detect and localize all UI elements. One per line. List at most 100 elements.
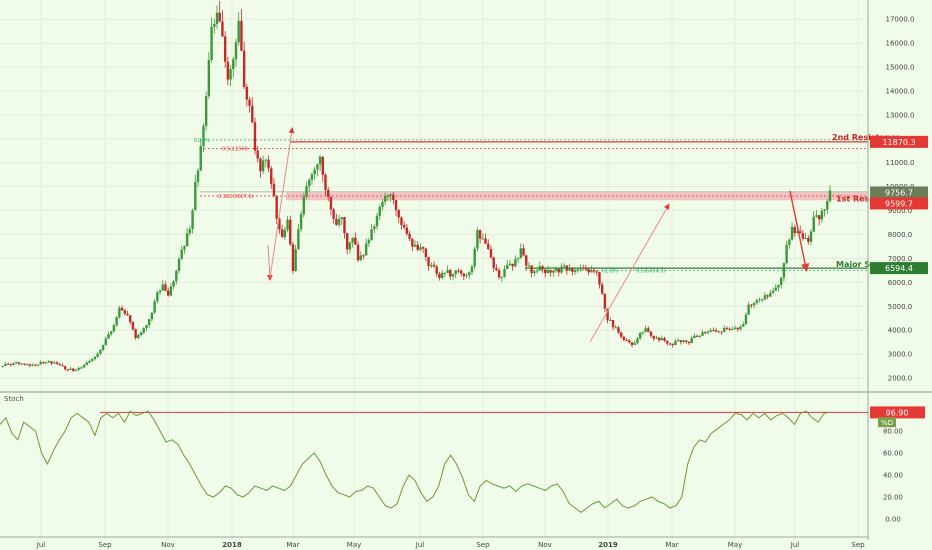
candle-body xyxy=(522,248,525,256)
candle-body xyxy=(199,146,202,171)
candle-body xyxy=(563,265,566,267)
candle-body xyxy=(278,218,281,230)
price-axis[interactable]: 2000.0 3000.0 4000.0 5000.0 6000.0 7000.0 8000… xyxy=(867,0,928,540)
candle-body xyxy=(592,270,596,272)
stoch-value: 96.90 xyxy=(886,408,909,417)
candle-body xyxy=(77,368,80,371)
candle-body xyxy=(392,194,395,201)
candle-body xyxy=(188,229,192,234)
candle-body xyxy=(267,159,270,169)
level-major-support-value: 6594.4 xyxy=(885,264,913,273)
candle-body xyxy=(828,190,832,201)
candle-body xyxy=(641,332,645,334)
level-close-tag xyxy=(870,197,928,210)
candle-body xyxy=(609,319,612,321)
fib-label: 0.382(9607.6) xyxy=(218,194,254,200)
stoch-legend: %D xyxy=(881,419,893,427)
candle-body xyxy=(375,215,379,227)
candle-body xyxy=(17,362,21,364)
candle-body xyxy=(511,263,514,267)
level-lines xyxy=(200,139,868,271)
candle-body xyxy=(674,340,677,345)
candle-body xyxy=(183,246,186,250)
candle-body xyxy=(557,268,560,273)
time-tick-label: 2018 xyxy=(222,541,242,549)
candle-body xyxy=(736,327,739,330)
candle-body xyxy=(603,293,607,309)
price-tick-label: 13000.0 xyxy=(886,111,915,119)
candle-body xyxy=(774,287,777,291)
candle-body xyxy=(826,200,829,210)
candle-body xyxy=(370,229,373,241)
candle-body xyxy=(693,335,696,339)
candle-body xyxy=(177,258,181,271)
candle-body xyxy=(633,343,636,345)
price-tick-label: 4000.0 xyxy=(888,327,913,335)
candle-body xyxy=(118,307,121,318)
candle-body xyxy=(47,361,51,363)
candle-body xyxy=(213,23,216,27)
candle-body xyxy=(698,335,702,337)
candle-body xyxy=(527,265,531,267)
candle-body xyxy=(790,227,794,240)
fib-label: 61.8% xyxy=(194,138,210,144)
candle-body xyxy=(234,42,238,60)
candle-body xyxy=(175,270,178,282)
candle-body xyxy=(435,266,438,274)
candle-body xyxy=(335,218,338,225)
candle-body xyxy=(61,365,64,367)
candle-body xyxy=(600,284,604,294)
stoch-indicator-name[interactable]: Stoch xyxy=(4,395,24,403)
candle-body xyxy=(535,270,539,272)
candle-body xyxy=(590,270,593,273)
candle-body xyxy=(619,332,623,337)
price-tick-label: 3000.0 xyxy=(888,351,913,359)
stoch-tick-label: 60.00 xyxy=(883,450,903,458)
candle-body xyxy=(432,264,436,267)
candle-body xyxy=(251,105,254,123)
candle-body xyxy=(581,267,585,269)
candle-body xyxy=(430,264,433,267)
candle-body xyxy=(101,345,105,350)
price-tick-label: 2000.0 xyxy=(888,375,913,383)
time-axis[interactable]: Jul Sep Nov 2018 Mar May Jul Sep Nov 2019 Mar May Ju… xyxy=(0,536,868,549)
stoch-axis[interactable]: 0.00 20.00 40.00 60.00 80.00 96.90 %D xyxy=(870,406,925,524)
price-candles xyxy=(1,0,832,373)
candle-body xyxy=(685,340,688,342)
candle-body xyxy=(611,319,615,328)
candle-body xyxy=(468,272,471,276)
candle-body xyxy=(147,319,151,326)
candle-body xyxy=(289,219,292,245)
candle-body xyxy=(695,335,699,337)
stoch-panel xyxy=(0,410,868,514)
candle-body xyxy=(156,292,159,302)
candle-body xyxy=(373,226,376,230)
candle-body xyxy=(408,233,411,239)
time-tick-label: May xyxy=(728,541,742,549)
candle-body xyxy=(438,273,441,278)
fib-label: 61.8% xyxy=(602,269,618,275)
time-tick-label: Jul xyxy=(36,541,46,549)
candle-body xyxy=(218,12,221,22)
candle-body xyxy=(270,168,273,184)
candle-body xyxy=(750,304,753,306)
candle-body xyxy=(823,209,826,211)
candle-body xyxy=(761,299,764,301)
candle-body xyxy=(226,61,230,80)
candle-body xyxy=(129,315,132,323)
candle-body xyxy=(622,336,626,340)
candle-body xyxy=(769,292,772,297)
candle-body xyxy=(411,238,414,247)
time-tick-label: May xyxy=(347,541,361,549)
candle-body xyxy=(457,270,460,272)
candle-body xyxy=(449,269,452,277)
candle-body xyxy=(63,366,67,370)
candle-body xyxy=(164,284,167,291)
candle-body xyxy=(720,331,723,333)
candle-body xyxy=(400,217,403,226)
candle-body xyxy=(687,341,691,344)
candle-body xyxy=(169,286,173,296)
candle-body xyxy=(666,340,669,344)
candle-body xyxy=(31,364,34,366)
